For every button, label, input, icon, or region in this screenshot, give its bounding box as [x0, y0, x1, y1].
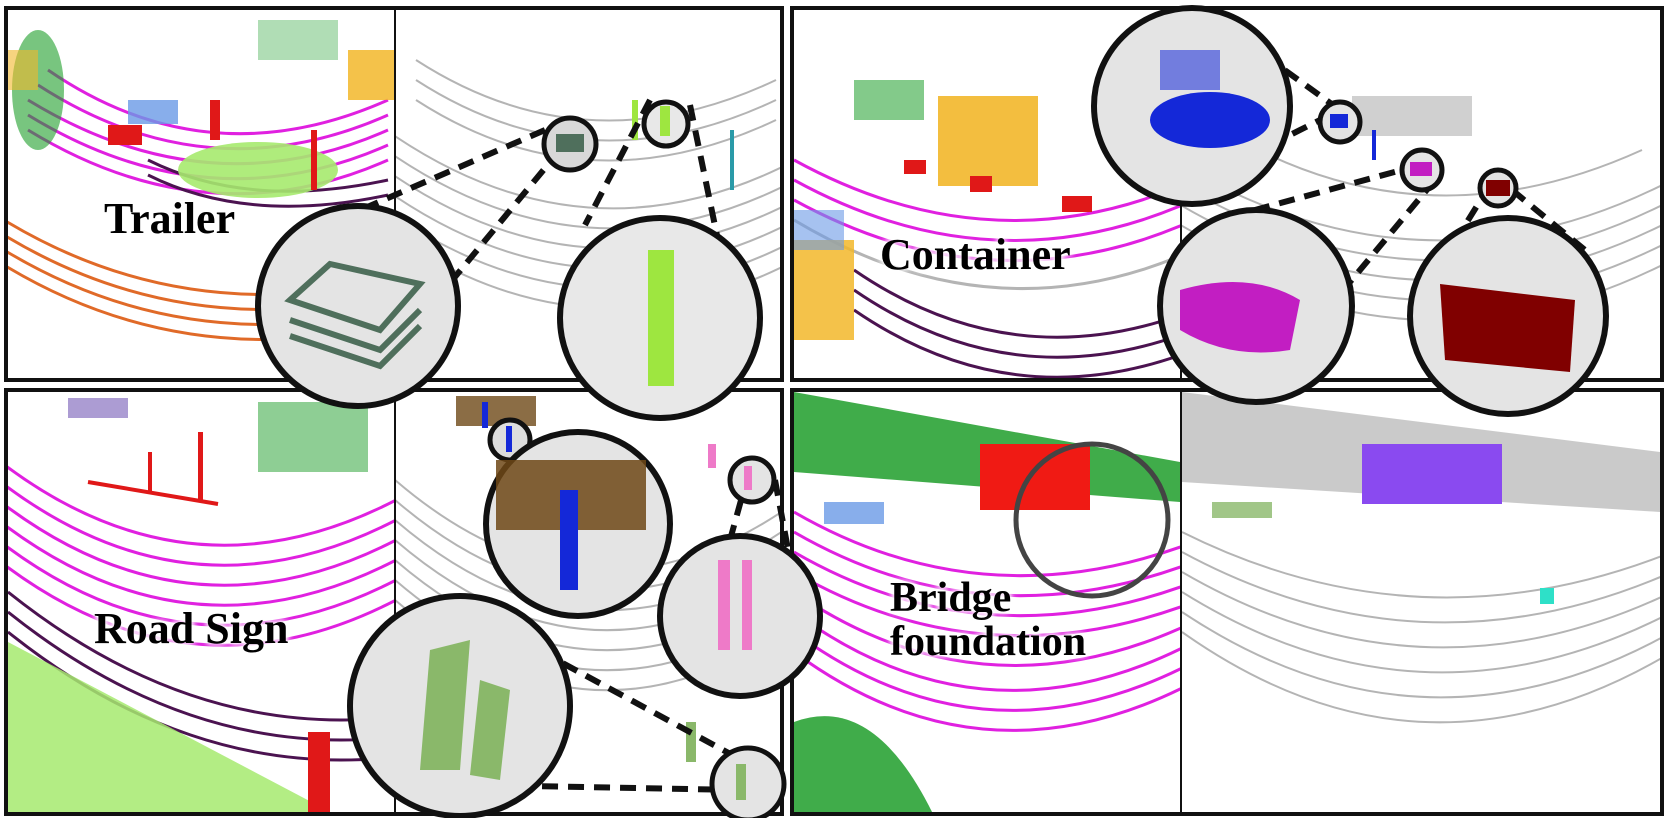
bridge-foundation-label: Bridge foundation [890, 576, 1086, 664]
bridge-foundation-panel: Bridge foundation [790, 388, 1664, 816]
container-label: Container [880, 230, 1071, 279]
container-panel: Container [790, 6, 1664, 382]
road-sign-ground-truth-view [396, 392, 780, 812]
container-ground-truth-view [1182, 10, 1660, 378]
bridge-ground-truth-view [1182, 392, 1660, 812]
bridge-divider [1180, 392, 1182, 812]
bridge-foundation-label-line2: foundation [890, 619, 1087, 666]
road-sign-prediction-view [8, 392, 394, 812]
road-sign-panel: Road Sign [4, 388, 784, 816]
trailer-prediction-view [8, 10, 394, 378]
bridge-foundation-label-line1: Bridge [890, 575, 1012, 621]
container-prediction-view [794, 10, 1180, 378]
trailer-label: Trailer [104, 194, 236, 243]
trailer-panel: Trailer [4, 6, 784, 382]
trailer-ground-truth-view [396, 10, 780, 378]
road-sign-label: Road Sign [94, 604, 289, 653]
